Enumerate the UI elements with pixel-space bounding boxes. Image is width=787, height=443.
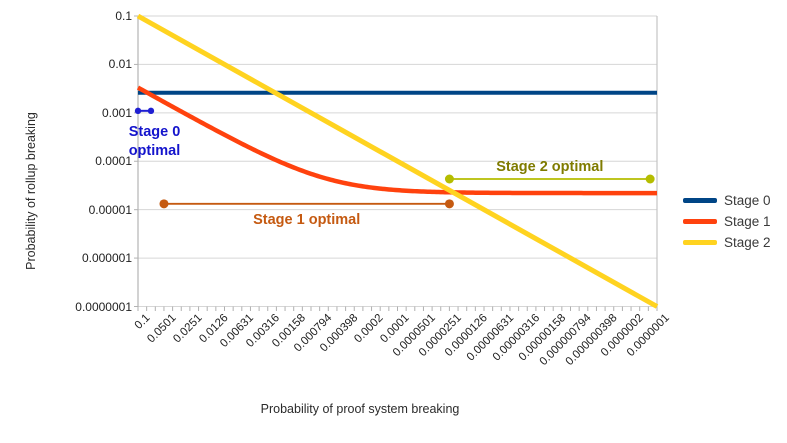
y-tick-label: 0.1: [115, 9, 132, 23]
y-axis-title: Probability of rollup breaking: [24, 112, 38, 270]
annotation-stage1-optimal: Stage 1 optimal: [253, 212, 361, 229]
series-line-stage1: [136, 85, 658, 196]
legend-item-stage0: Stage 0: [683, 190, 771, 211]
legend-item-stage1: Stage 1: [683, 211, 771, 232]
y-tick-label: 0.001: [101, 105, 132, 120]
legend-item-label: Stage 0: [724, 193, 771, 208]
y-tick-label: 0.01: [108, 57, 132, 72]
stage1-optimal-start-dot: [159, 199, 169, 209]
x-axis-title: Probability of proof system breaking: [260, 402, 460, 416]
legend-swatch: [683, 219, 717, 224]
legend-item-stage2: Stage 2: [683, 232, 771, 253]
legend-item-label: Stage 1: [724, 214, 771, 229]
series-line-stage2: [136, 13, 659, 309]
y-tick-label: 0.000001: [81, 251, 132, 266]
stage2-optimal-end-dot: [645, 174, 655, 184]
y-tick-label: 0.00001: [88, 202, 132, 217]
legend-swatch: [683, 240, 717, 245]
y-tick-label: 0.0001: [95, 154, 132, 169]
stage2-optimal-start-dot: [444, 174, 454, 184]
stage0-optimal-start-dot: [134, 107, 142, 115]
legend-item-label: Stage 2: [724, 235, 771, 250]
annotation-stage2-optimal: Stage 2 optimal: [496, 159, 604, 176]
legend-swatch: [683, 198, 717, 203]
legend: Stage 0 Stage 1 Stage 2: [683, 190, 771, 253]
stage0-optimal-end-dot: [147, 107, 155, 115]
stage1-optimal-end-dot: [444, 199, 454, 209]
y-tick-label: 0.0000001: [75, 299, 132, 314]
annotation-stage0-optimal: Stage 0 optimal: [128, 124, 181, 159]
